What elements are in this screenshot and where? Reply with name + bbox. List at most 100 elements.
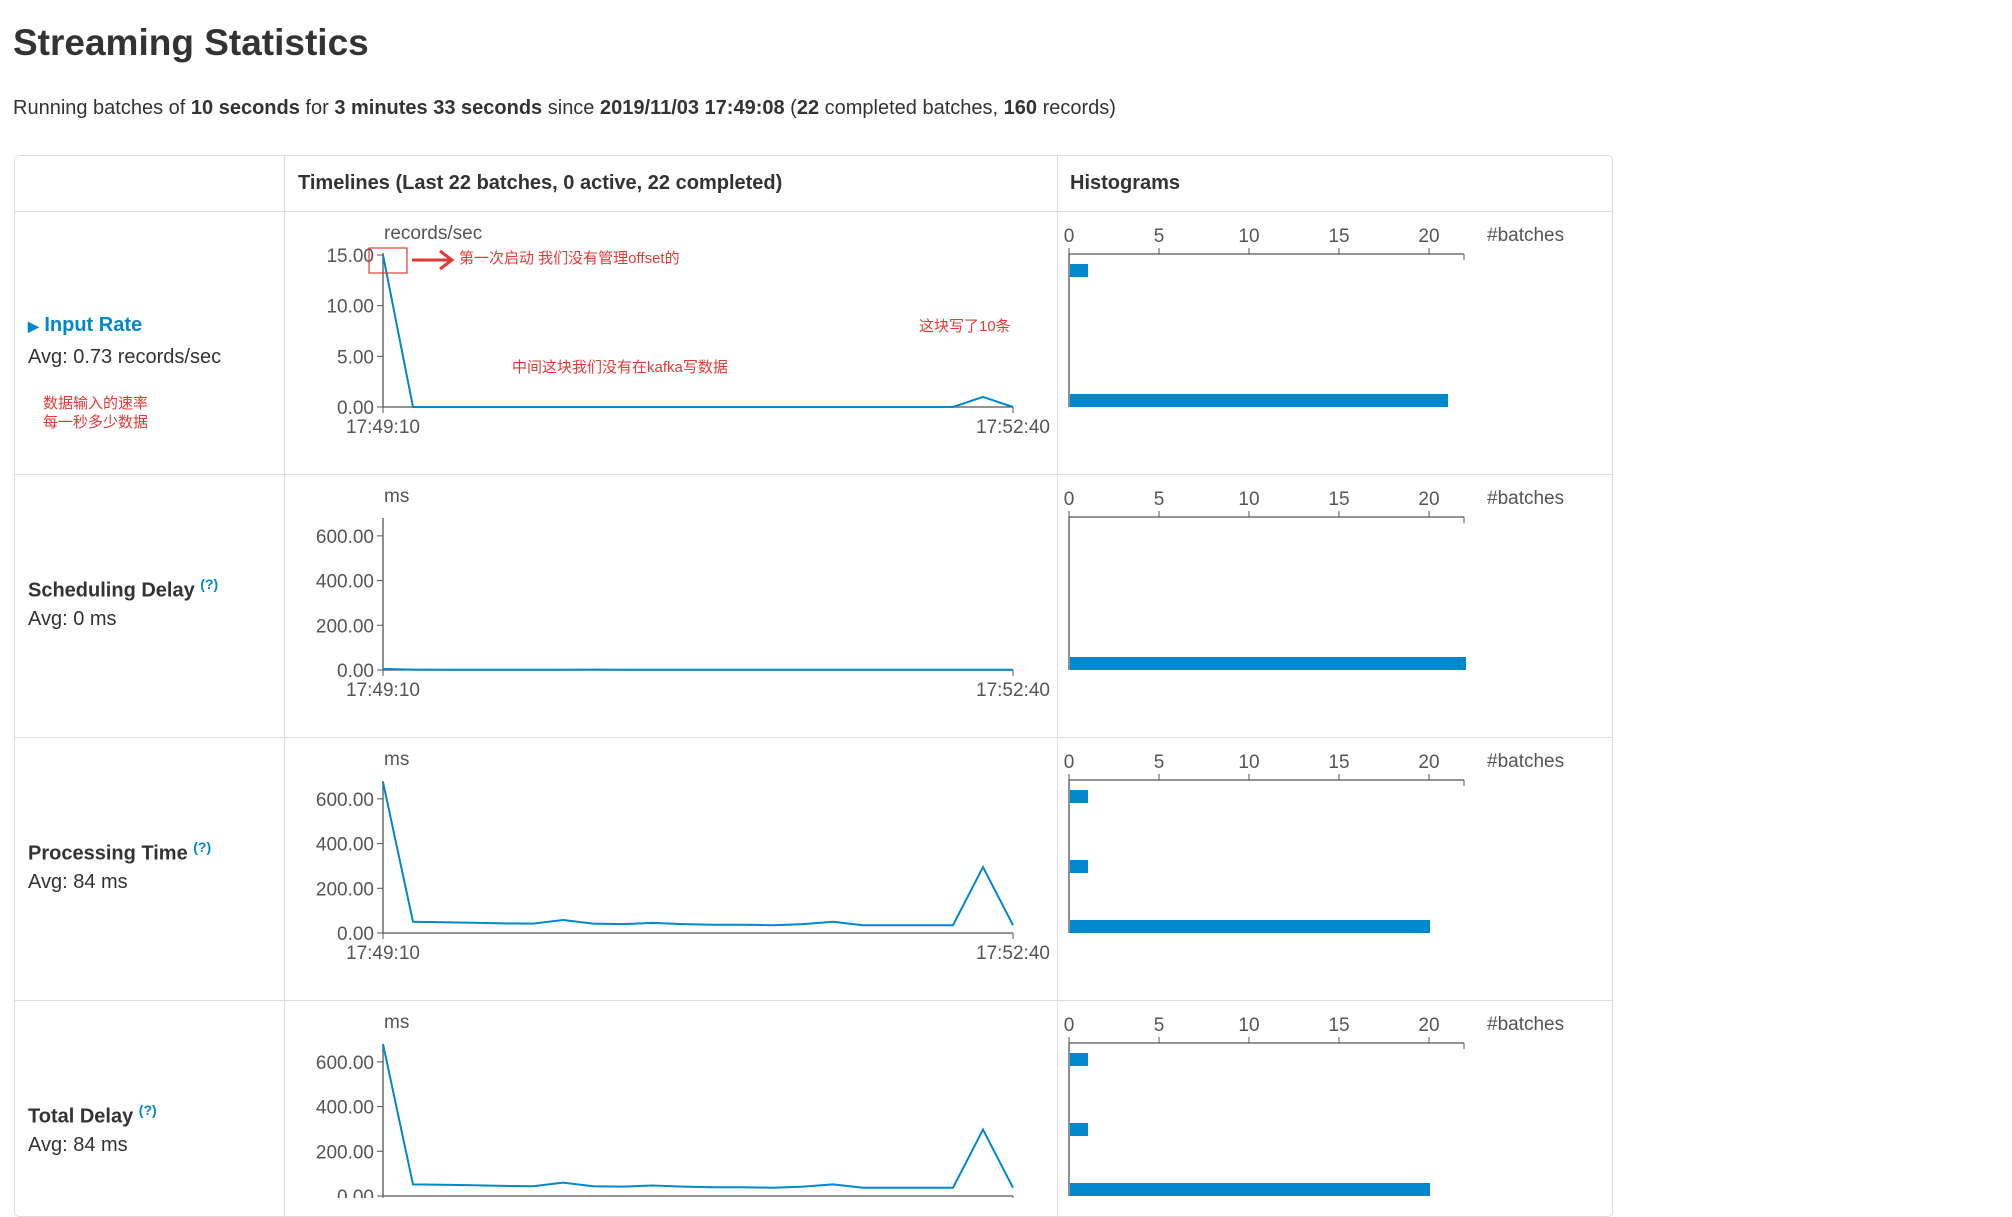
input-rate-link[interactable]: ▶ Input Rate bbox=[28, 314, 143, 336]
histogram-bar bbox=[1070, 394, 1448, 407]
y-axis-unit-label: ms bbox=[384, 1012, 409, 1033]
x-tick-label: 5 bbox=[1154, 489, 1165, 510]
y-axis-unit-label: ms bbox=[384, 749, 409, 770]
start-time: 2019/11/03 17:49:08 bbox=[600, 97, 785, 119]
column-divider bbox=[284, 156, 285, 1216]
metric-avg: Avg: 84 ms bbox=[28, 871, 128, 893]
row-divider bbox=[15, 1000, 1612, 1001]
help-icon[interactable]: (?) bbox=[193, 839, 212, 855]
x-axis-title: #batches bbox=[1487, 488, 1564, 509]
y-tick-label: 400.00 bbox=[316, 1098, 374, 1119]
histogram-chart-4: 0 5 10 15 20 #batches bbox=[1064, 1014, 1564, 1196]
histogram-chart-3: 0 5 10 15 20 #batches bbox=[1064, 751, 1564, 933]
x-tick-label: 17:52:40 bbox=[976, 680, 1050, 701]
metric-input-rate[interactable]: ▶ Input Rate bbox=[28, 314, 142, 337]
histogram-bar bbox=[1070, 1183, 1430, 1196]
y-tick-label: 0.00 bbox=[337, 398, 374, 419]
help-icon[interactable]: (?) bbox=[200, 576, 219, 592]
x-axis-title: #batches bbox=[1487, 751, 1564, 772]
column-divider bbox=[1057, 156, 1058, 1216]
running-duration: 3 minutes 33 seconds bbox=[334, 97, 543, 119]
annotation-first-start: 第一次启动 我们没有管理offset的 bbox=[459, 250, 680, 267]
row-divider bbox=[15, 737, 1612, 738]
x-tick-label: 5 bbox=[1154, 1015, 1165, 1036]
x-tick-label: 15 bbox=[1328, 1015, 1349, 1036]
x-tick-label: 17:49:10 bbox=[346, 417, 420, 438]
timeline-chart-1: records/sec 0.00 5.00 10.00 15.00 17:49:10 17:… bbox=[326, 223, 1050, 438]
y-axis-unit-label: records/sec bbox=[384, 223, 482, 244]
y-tick-label: 15.00 bbox=[326, 246, 374, 267]
x-tick-label: 10 bbox=[1238, 752, 1259, 773]
x-tick-label: 15 bbox=[1328, 489, 1349, 510]
y-tick-label: 400.00 bbox=[316, 572, 374, 593]
y-tick-label: 10.00 bbox=[326, 297, 374, 318]
metric-processing-time: Processing Time (?) bbox=[28, 839, 212, 865]
timeline-chart-2: ms 0.00 200.00 400.00 600.00 17:49:10 17:52:40 bbox=[316, 486, 1050, 701]
x-tick-label: 10 bbox=[1238, 1015, 1259, 1036]
histogram-bar bbox=[1070, 657, 1466, 670]
y-tick-label: 0.00 bbox=[337, 924, 374, 945]
annotation-input-rate-note: 数据输入的速率 每一秒多少数据 bbox=[43, 395, 149, 431]
x-tick-label: 17:52:40 bbox=[976, 417, 1050, 438]
x-tick-label: 5 bbox=[1154, 752, 1165, 773]
metric-avg: Avg: 0 ms bbox=[28, 608, 117, 630]
y-tick-label: 5.00 bbox=[337, 347, 374, 368]
metric-total-delay: Total Delay (?) bbox=[28, 1102, 157, 1128]
records-count: 160 bbox=[1003, 97, 1038, 119]
histogram-chart-1: 0 5 10 15 20 #batches bbox=[1064, 225, 1564, 407]
x-tick-label: 15 bbox=[1328, 752, 1349, 773]
x-tick-label: 5 bbox=[1154, 226, 1165, 247]
x-tick-label: 17:49:10 bbox=[346, 943, 420, 964]
annotation-highlight-box bbox=[368, 247, 408, 274]
series-line bbox=[382, 667, 1013, 671]
histogram-bar bbox=[1070, 264, 1088, 277]
x-tick-label: 20 bbox=[1418, 489, 1439, 510]
y-tick-label: 200.00 bbox=[316, 616, 374, 637]
batch-interval: 10 seconds bbox=[190, 97, 300, 119]
y-tick-label: 400.00 bbox=[316, 835, 374, 856]
y-tick-label: 200.00 bbox=[316, 879, 374, 900]
histogram-bar bbox=[1070, 860, 1088, 873]
x-tick-label: 10 bbox=[1238, 226, 1259, 247]
annotation-arrowhead-icon bbox=[439, 249, 455, 271]
y-axis-unit-label: ms bbox=[384, 486, 409, 507]
row-divider bbox=[15, 474, 1612, 475]
histogram-bar bbox=[1070, 920, 1430, 933]
series-line bbox=[382, 254, 1014, 408]
x-tick-label: 10 bbox=[1238, 489, 1259, 510]
histogram-bar bbox=[1070, 1053, 1088, 1066]
x-tick-label: 20 bbox=[1418, 752, 1439, 773]
x-tick-label: 0 bbox=[1064, 226, 1075, 247]
timeline-chart-3: ms 0.00 200.00 400.00 600.00 17:49:10 17:52:40 bbox=[316, 749, 1050, 964]
x-axis-title: #batches bbox=[1487, 225, 1564, 246]
y-tick-label: 600.00 bbox=[316, 790, 374, 811]
x-tick-label: 0 bbox=[1064, 752, 1075, 773]
x-tick-label: 17:49:10 bbox=[346, 680, 420, 701]
y-tick-label: 600.00 bbox=[316, 1053, 374, 1074]
y-tick-label: 600.00 bbox=[316, 527, 374, 548]
histogram-bar bbox=[1070, 790, 1088, 803]
streaming-summary: Running batches of 10 seconds for 3 minu… bbox=[13, 97, 1116, 119]
x-axis-title: #batches bbox=[1487, 1014, 1564, 1035]
histogram-bar bbox=[1070, 1123, 1088, 1136]
x-tick-label: 20 bbox=[1418, 226, 1439, 247]
y-tick-label: 0.00 bbox=[337, 661, 374, 682]
expand-triangle-icon: ▶ bbox=[28, 318, 39, 334]
x-tick-label: 0 bbox=[1064, 489, 1075, 510]
statistics-table: Timelines (Last 22 batches, 0 active, 22… bbox=[14, 155, 1613, 1217]
x-tick-label: 0 bbox=[1064, 1015, 1075, 1036]
series-line bbox=[382, 781, 1014, 927]
x-tick-label: 17:52:40 bbox=[976, 943, 1050, 964]
metric-scheduling-delay: Scheduling Delay (?) bbox=[28, 576, 219, 602]
header-divider bbox=[15, 211, 1612, 212]
y-tick-label: 200.00 bbox=[316, 1142, 374, 1163]
y-tick-label: 0.00 bbox=[337, 1187, 374, 1198]
annotation-wrote-10: 这块写了10条 bbox=[919, 318, 1011, 335]
series-line bbox=[382, 1043, 1014, 1189]
help-icon[interactable]: (?) bbox=[138, 1102, 157, 1118]
page-title: Streaming Statistics bbox=[13, 22, 369, 63]
histogram-chart-2: 0 5 10 15 20 #batches bbox=[1064, 488, 1564, 670]
metric-avg: Avg: 0.73 records/sec bbox=[28, 346, 222, 368]
